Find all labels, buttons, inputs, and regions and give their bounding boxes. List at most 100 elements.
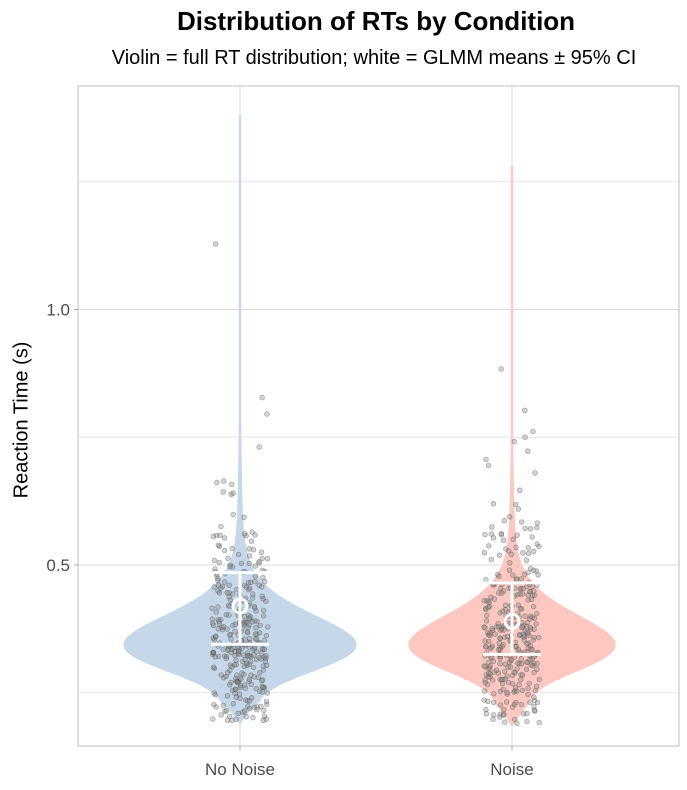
data-point (497, 660, 503, 667)
data-point (260, 717, 266, 723)
data-point (516, 681, 522, 688)
data-point (246, 546, 252, 552)
data-point (502, 661, 508, 667)
data-point (213, 633, 219, 639)
data-point (227, 662, 234, 668)
data-point (507, 664, 514, 670)
data-point (211, 584, 217, 590)
data-point (534, 541, 540, 547)
data-point (221, 547, 228, 554)
data-point (235, 710, 242, 716)
data-point (514, 666, 520, 672)
data-point (500, 608, 506, 614)
data-point (483, 710, 489, 717)
data-point (520, 711, 527, 717)
data-point (252, 563, 259, 569)
data-point (514, 720, 520, 726)
data-point (250, 664, 257, 671)
data-point (256, 630, 263, 636)
data-point (210, 716, 216, 722)
data-point (260, 646, 266, 653)
data-point (262, 658, 269, 664)
data-point (496, 552, 503, 558)
data-point (255, 674, 261, 681)
data-point (251, 674, 257, 680)
data-point (525, 448, 531, 454)
data-point (520, 550, 526, 556)
data-point (490, 699, 497, 705)
data-point (482, 624, 488, 631)
data-point (246, 553, 253, 559)
data-point (520, 585, 526, 592)
data-point (250, 546, 257, 553)
data-point (263, 716, 269, 722)
data-point (230, 700, 236, 707)
data-point (492, 631, 498, 637)
data-point (248, 681, 254, 687)
data-point (230, 622, 236, 629)
data-point (530, 567, 537, 574)
x-tick-label: No Noise (205, 760, 275, 779)
data-point (241, 613, 248, 620)
data-point (220, 489, 226, 495)
data-point (245, 653, 252, 659)
data-point (499, 680, 506, 687)
data-point (486, 638, 492, 645)
data-point (534, 524, 540, 531)
data-point (497, 655, 503, 662)
data-point (519, 687, 525, 693)
data-point (210, 649, 216, 655)
data-point (483, 644, 489, 650)
data-point (220, 646, 226, 653)
data-point (518, 519, 525, 525)
data-point (501, 706, 507, 713)
data-point (235, 644, 241, 651)
data-point (256, 560, 262, 566)
data-point (263, 653, 269, 659)
data-point (213, 241, 219, 247)
data-point (490, 535, 497, 541)
data-point (227, 597, 234, 603)
data-point (265, 624, 271, 630)
data-point (514, 532, 520, 538)
data-point (527, 616, 533, 622)
data-point (213, 609, 219, 615)
data-point (504, 691, 510, 697)
data-point (521, 637, 527, 643)
data-point (496, 573, 502, 579)
data-point (531, 592, 538, 598)
data-point (256, 444, 262, 450)
data-point (528, 662, 534, 668)
data-point (513, 544, 519, 550)
data-point (253, 685, 259, 692)
data-point (505, 679, 512, 686)
data-point (259, 584, 265, 590)
data-point (215, 604, 221, 610)
data-point (228, 491, 234, 498)
data-point (260, 663, 266, 669)
data-point (260, 684, 266, 690)
data-point (515, 506, 522, 512)
data-point (245, 698, 251, 704)
violin-no-noise (123, 115, 357, 724)
data-point (227, 667, 233, 673)
data-point (511, 438, 517, 445)
data-point (261, 713, 268, 719)
data-point (525, 597, 531, 603)
data-point (252, 631, 259, 637)
data-point (254, 706, 260, 713)
data-point (523, 659, 530, 665)
data-point (222, 653, 228, 659)
data-point (228, 636, 234, 642)
data-point (518, 701, 525, 708)
data-point (211, 557, 218, 564)
data-point (215, 542, 222, 548)
data-point (497, 702, 504, 708)
data-point (261, 707, 267, 714)
data-point (483, 618, 490, 624)
data-point (527, 699, 533, 706)
data-point (513, 501, 519, 508)
data-point (226, 582, 233, 588)
data-point (245, 624, 251, 631)
data-point (521, 571, 528, 577)
